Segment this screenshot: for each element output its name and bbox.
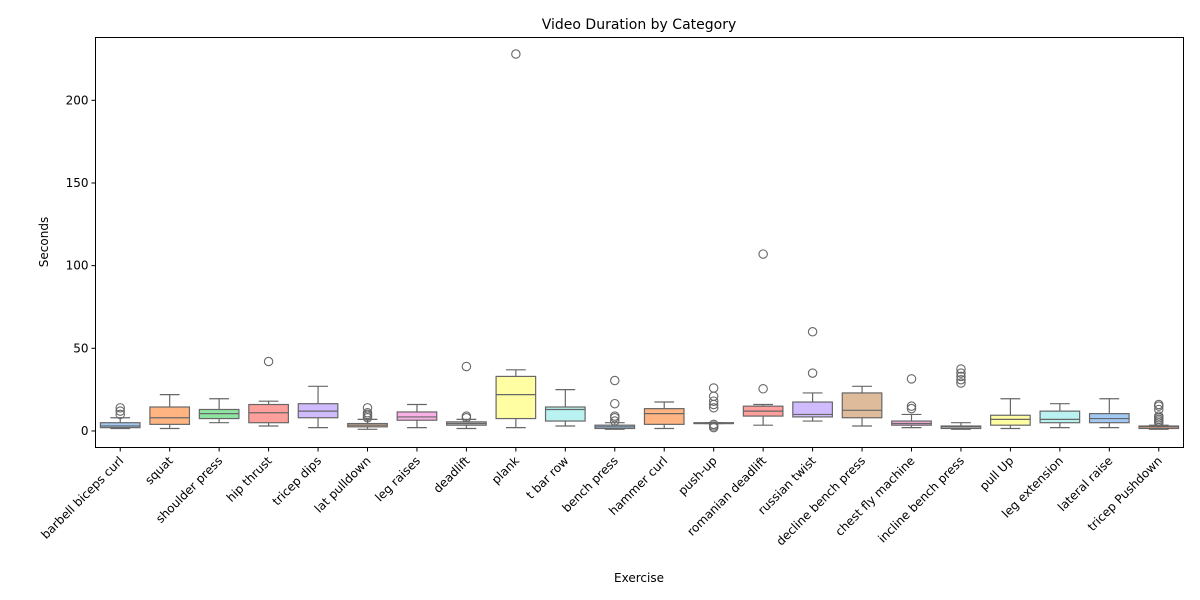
outlier-point [906, 401, 917, 411]
box-group [841, 385, 883, 427]
outlier-point [115, 406, 125, 416]
outlier-point [708, 419, 719, 430]
outlier-point [115, 409, 125, 420]
x-tick-label: push-up [676, 454, 720, 498]
y-tick-label: 150 [66, 176, 89, 190]
plot-area [99, 49, 1180, 433]
box-group [149, 393, 191, 430]
iqr-box [990, 414, 1031, 426]
outlier-point [758, 384, 768, 394]
box-group [594, 375, 636, 430]
x-tick-label: hip thrust [224, 454, 275, 505]
y-axis: 0 50 100 150 200 [66, 93, 96, 438]
x-tick-label: squat [142, 454, 176, 488]
outlier-point [956, 371, 966, 382]
outlier-point [1154, 404, 1164, 415]
iqr-box [248, 403, 289, 424]
outlier-point [511, 49, 521, 59]
box-group [693, 383, 735, 433]
box-group [297, 385, 339, 429]
x-tick-label: pull Up [977, 454, 1017, 494]
box-group [643, 401, 685, 430]
box-group [446, 361, 487, 430]
outlier-point [1154, 411, 1164, 421]
x-tick-label: incline bench press [875, 454, 967, 546]
y-tick-label: 100 [66, 259, 89, 273]
outlier-point [362, 403, 373, 413]
x-tick-label: leg raises [372, 454, 423, 505]
outlier-point [708, 396, 719, 406]
plot-frame [95, 37, 1184, 448]
iqr-box [99, 422, 141, 429]
outlier-point [708, 403, 719, 413]
iqr-box [1039, 410, 1081, 424]
y-tick-label: 50 [73, 341, 88, 355]
box-group [544, 389, 586, 427]
y-tick-label: 200 [66, 93, 89, 107]
x-tick-label: t bar row [523, 454, 571, 502]
outlier-point [708, 391, 719, 401]
x-tick-label: barbell biceps curl [38, 454, 126, 542]
outlier-point [610, 398, 620, 409]
iqr-box [495, 375, 537, 420]
outlier-point [956, 364, 966, 374]
outlier-point [807, 327, 818, 337]
iqr-box [544, 406, 586, 422]
outlier-point [906, 374, 917, 384]
outlier-point [708, 383, 719, 393]
box-group [940, 364, 982, 430]
box-group [495, 49, 537, 429]
box-group [792, 327, 833, 422]
outlier-point [956, 378, 966, 388]
outlier-point [263, 356, 274, 367]
box-group [1138, 399, 1180, 430]
chart-title: Video Duration by Category [542, 17, 737, 33]
iqr-box [149, 406, 191, 425]
outlier-point [610, 411, 620, 421]
box-group [347, 403, 388, 430]
box-group [1039, 403, 1081, 429]
iqr-box [643, 408, 685, 425]
outlier-point [956, 374, 966, 385]
box-group [99, 403, 141, 430]
box-group [396, 403, 438, 429]
box-group [198, 398, 240, 424]
y-tick-label: 0 [81, 424, 89, 438]
x-axis-title: Exercise [614, 571, 664, 585]
x-tick-label: plank [489, 454, 522, 487]
x-tick-label: decline bench press [774, 454, 869, 549]
box-group [248, 356, 289, 427]
outlier-point [758, 249, 768, 259]
outlier-point [1154, 399, 1164, 410]
box-group [990, 398, 1031, 430]
outlier-point [461, 411, 472, 421]
outlier-point [610, 375, 620, 386]
iqr-box [792, 401, 833, 418]
x-tick-label: deadlift [431, 454, 473, 496]
outlier-point [807, 368, 818, 378]
outlier-point [461, 361, 472, 372]
box-group [742, 249, 784, 426]
y-axis-title: Seconds [37, 217, 51, 267]
outlier-point [610, 416, 620, 426]
outlier-point [115, 403, 125, 413]
box-group [1088, 398, 1130, 429]
outlier-point [906, 403, 917, 414]
outlier-point [956, 368, 966, 378]
outlier-point [362, 408, 373, 418]
iqr-box [841, 392, 883, 419]
iqr-box [396, 411, 438, 421]
box-group [891, 374, 932, 429]
